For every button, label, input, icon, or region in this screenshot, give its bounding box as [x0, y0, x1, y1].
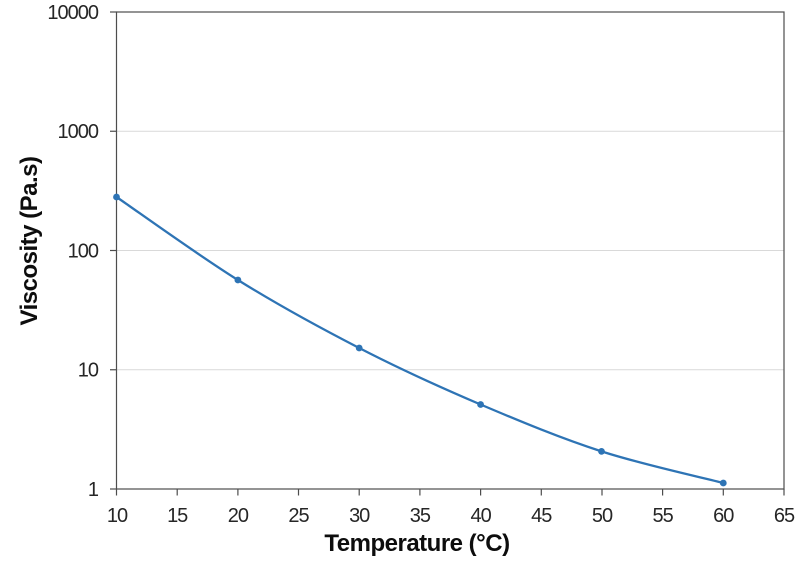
- svg-text:Viscosity (Pa.s): Viscosity (Pa.s): [16, 157, 43, 326]
- svg-text:10000: 10000: [47, 2, 98, 24]
- svg-text:40: 40: [470, 505, 491, 527]
- svg-text:65: 65: [774, 505, 795, 527]
- svg-text:Temperature (°C): Temperature (°C): [324, 530, 509, 557]
- svg-text:10: 10: [78, 360, 99, 382]
- svg-text:1: 1: [88, 479, 99, 501]
- svg-text:35: 35: [410, 505, 431, 527]
- svg-text:20: 20: [228, 505, 249, 527]
- svg-text:60: 60: [713, 505, 734, 527]
- svg-text:25: 25: [288, 505, 309, 527]
- svg-text:50: 50: [592, 505, 613, 527]
- svg-text:1000: 1000: [58, 121, 99, 143]
- svg-text:45: 45: [531, 505, 552, 527]
- svg-text:10: 10: [107, 505, 128, 527]
- svg-text:15: 15: [167, 505, 188, 527]
- svg-text:30: 30: [349, 505, 370, 527]
- svg-text:100: 100: [68, 240, 99, 262]
- svg-text:55: 55: [652, 505, 673, 527]
